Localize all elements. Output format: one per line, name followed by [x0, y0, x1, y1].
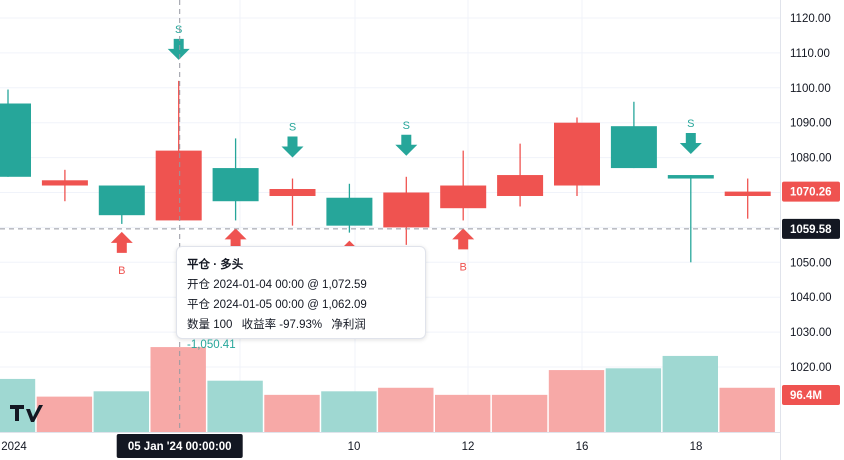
- price-tick-label: 1080.00: [790, 153, 832, 165]
- crosshair-price-label: 1059.58: [790, 224, 832, 236]
- tradingview-logo-icon[interactable]: [10, 405, 43, 422]
- buy-signal-label: B: [460, 261, 467, 273]
- buy-signal-label: B: [118, 265, 125, 277]
- candle-body: [440, 185, 487, 209]
- crosshair: [0, 0, 780, 432]
- candles[interactable]: [0, 80, 771, 263]
- sell-arrow-icon: [395, 134, 418, 156]
- candle-body: [554, 122, 600, 186]
- price-tick-label: 1090.00: [790, 118, 832, 130]
- candle-body: [383, 192, 430, 228]
- candle-body: [667, 175, 714, 179]
- time-tick-label: 12: [462, 441, 475, 453]
- volume-label: 96.4M: [790, 390, 822, 402]
- candle-body: [724, 191, 771, 196]
- volume-bars: [0, 347, 775, 432]
- price-tick-label: 1050.00: [790, 257, 832, 269]
- tooltip-quantity: 数量 100: [187, 319, 233, 331]
- sell-arrow-icon: [167, 38, 190, 60]
- buy-arrow-icon: [452, 228, 475, 250]
- volume-bar: [435, 394, 491, 432]
- tooltip-pnl-label: 净利润: [331, 319, 366, 331]
- candle-body: [610, 126, 657, 169]
- sell-signal-label: S: [289, 122, 296, 134]
- crosshair-time-badge: [116, 434, 243, 458]
- tooltip-title: 平仓 · 多头: [187, 259, 244, 271]
- volume-badge: [782, 385, 840, 405]
- price-tick-label: 1040.00: [790, 292, 832, 304]
- sell-signal-label: S: [175, 24, 182, 36]
- volume-bar: [36, 396, 93, 432]
- candle-body: [0, 103, 31, 177]
- time-tick-label: 10: [348, 441, 361, 453]
- time-tick-label: 2024: [1, 441, 27, 453]
- price-axis[interactable]: 1020.001030.001040.001050.001060.001070.…: [780, 0, 844, 460]
- last-price-label: 1070.26: [790, 187, 832, 199]
- candle-body: [155, 150, 202, 221]
- tooltip-pnl-value: -1,050.41: [187, 339, 236, 351]
- time-axis[interactable]: 2024 10 12 16 18 05 Jan '24 00:00:00: [0, 432, 780, 460]
- volume-bar: [264, 394, 320, 432]
- crosshair-price-badge: [782, 218, 840, 239]
- volume-bar: [605, 368, 662, 432]
- volume-bar: [662, 355, 718, 432]
- volume-bar: [719, 387, 775, 432]
- candle-body: [269, 189, 316, 196]
- tooltip-open-line: 开仓 2024-01-04 00:00 @ 1,072.59: [187, 279, 367, 291]
- last-price-badge: [782, 181, 840, 202]
- price-tick-label: 1110.00: [790, 48, 830, 60]
- sell-signal-label: S: [687, 118, 694, 130]
- candle-body: [497, 175, 544, 196]
- volume-bar: [93, 391, 149, 432]
- price-tick-label: 1100.00: [790, 83, 831, 95]
- price-tick-label: 1120.00: [790, 13, 831, 25]
- time-tick-label: 18: [690, 441, 703, 453]
- price-tick-label: 1030.00: [790, 327, 832, 339]
- sell-signal-label: S: [403, 120, 410, 132]
- candle-body: [326, 197, 373, 226]
- volume-bar: [207, 380, 263, 432]
- buy-arrow-icon: [110, 231, 133, 253]
- volume-bar: [548, 370, 605, 432]
- volume-bar: [491, 394, 548, 432]
- crosshair-time-label: 05 Jan '24 00:00:00: [128, 441, 232, 453]
- tradingview-logo-mark: [10, 405, 43, 422]
- volume-bar: [321, 391, 377, 432]
- candle-body: [41, 180, 88, 186]
- volume-bar: [150, 347, 206, 432]
- candle-body: [98, 185, 145, 216]
- candle-body: [212, 168, 259, 202]
- price-tick-label: 1020.00: [790, 362, 832, 374]
- time-tick-label: 16: [576, 441, 589, 453]
- tooltip-return: 收益率 -97.93%: [241, 319, 323, 331]
- sell-arrow-icon: [679, 133, 702, 155]
- buy-arrow-icon: [224, 228, 247, 250]
- volume-bar: [378, 387, 434, 432]
- sell-arrow-icon: [281, 136, 304, 158]
- tooltip-close-line: 平仓 2024-01-05 00:00 @ 1,062.09: [187, 299, 367, 311]
- trade-tooltip: 平仓 · 多头 开仓 2024-01-04 00:00 @ 1,072.59 平…: [176, 246, 426, 351]
